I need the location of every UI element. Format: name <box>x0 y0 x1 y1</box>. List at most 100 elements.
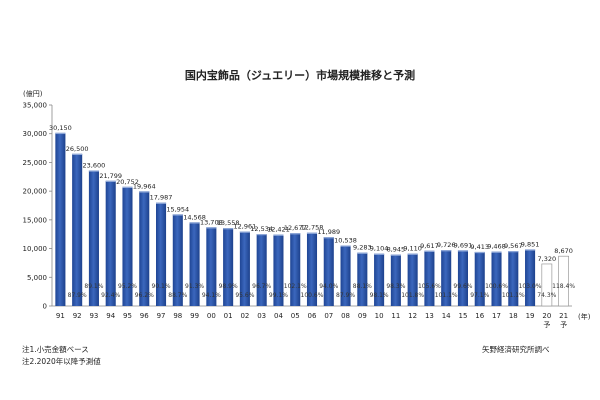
bar <box>357 252 368 306</box>
growth-label: 89.1% <box>84 283 103 290</box>
x-tick-label: 14 <box>442 312 451 320</box>
x-tick-label: 08 <box>341 312 350 320</box>
value-label: 17,987 <box>150 194 173 202</box>
x-tick-label: 19 <box>526 312 535 320</box>
forecast-bar <box>558 255 569 307</box>
value-label: 10,538 <box>334 236 357 244</box>
x-tick-label: 04 <box>274 312 283 320</box>
x-tick-label: 06 <box>308 312 317 320</box>
value-label: 7,320 <box>538 255 557 263</box>
x-tick-label: 93 <box>89 312 98 320</box>
value-label: 12,534 <box>250 225 273 233</box>
bar <box>55 132 66 306</box>
growth-label: 101.8% <box>401 292 424 299</box>
bar-top-highlight <box>374 253 385 255</box>
x-tick-label: 98 <box>173 312 182 320</box>
growth-label: 99.1% <box>269 292 288 299</box>
y-tick-label: 20,000 <box>23 188 48 196</box>
x-tick-label: 92 <box>73 312 82 320</box>
value-label: 19,964 <box>133 182 156 190</box>
bar <box>374 253 385 306</box>
x-axis-unit: (年) <box>578 312 591 321</box>
bar-top-highlight <box>189 222 200 224</box>
growth-label: 95.6% <box>235 292 254 299</box>
bar <box>508 251 519 306</box>
bar-top-highlight <box>273 234 284 236</box>
bar-top-highlight <box>156 202 167 204</box>
note-1: 注1.小売金額ベース <box>22 345 89 354</box>
value-label: 9,726 <box>437 241 456 249</box>
x-tick-label: 13 <box>425 312 434 320</box>
value-label: 9,617 <box>420 242 439 250</box>
value-label: 13,708 <box>200 218 223 226</box>
growth-label: 92.4% <box>101 292 120 299</box>
bar-top-highlight <box>474 251 485 254</box>
growth-label: 102.1% <box>284 283 307 290</box>
x-tick-label: 16 <box>475 312 484 320</box>
bar <box>256 234 267 306</box>
growth-label: 94.1% <box>202 292 221 299</box>
bar <box>290 233 301 306</box>
y-tick-label: 10,000 <box>23 245 48 253</box>
bar <box>223 228 234 306</box>
source-note: 矢野経済研究所調べ <box>482 345 550 354</box>
bar-top-highlight <box>55 132 66 135</box>
x-tick-label: 17 <box>492 312 501 320</box>
x-tick-label: 21 予 <box>559 312 568 329</box>
bar <box>122 186 133 306</box>
bar <box>156 202 167 306</box>
value-label: 9,567 <box>504 242 523 250</box>
bar <box>306 232 318 306</box>
x-tick-label: 00 <box>207 312 216 320</box>
x-tick-label: 09 <box>358 312 367 320</box>
growth-label: 87.9% <box>68 292 87 299</box>
bar <box>239 231 250 306</box>
bar-top-highlight <box>88 170 99 172</box>
growth-label: 94.0% <box>319 283 338 290</box>
value-label: 30,150 <box>49 124 72 132</box>
growth-label: 74.3% <box>537 292 556 299</box>
bar <box>525 249 536 306</box>
bar <box>189 222 200 306</box>
bar-top-highlight <box>172 214 183 216</box>
growth-label: 96.2% <box>135 292 154 299</box>
bar <box>407 253 418 306</box>
x-tick-label: 12 <box>408 312 417 320</box>
y-tick-label: 0 <box>43 303 47 311</box>
value-label: 21,799 <box>99 172 122 180</box>
value-label: 12,421 <box>267 226 290 234</box>
x-tick-label: 91 <box>56 312 65 320</box>
y-tick-label: 5,000 <box>27 274 47 282</box>
bar-top-highlight <box>441 250 452 252</box>
value-label: 9,691 <box>454 241 473 249</box>
growth-label: 101.1% <box>502 292 525 299</box>
growth-label: 98.1% <box>370 292 389 299</box>
bar <box>441 250 452 306</box>
chart-title: 国内宝飾品（ジュエリー）市場規模推移と予測 <box>185 68 415 82</box>
value-label: 12,677 <box>284 224 307 232</box>
x-tick-label: 15 <box>459 312 468 320</box>
bar <box>340 245 351 306</box>
y-axis: 0 5,000 10,000 15,000 20,000 25,000 30,000 35,0… <box>23 102 572 311</box>
x-tick-label: 03 <box>257 312 266 320</box>
value-label: 8,670 <box>554 247 573 255</box>
growth-label: 91.3% <box>185 283 204 290</box>
bar <box>474 251 485 306</box>
growth-label: 87.9% <box>336 292 355 299</box>
growth-label: 99.6% <box>453 283 472 290</box>
growth-label: 101.1% <box>435 292 458 299</box>
x-tick-label: 20 予 <box>542 312 551 329</box>
bar <box>206 227 217 306</box>
bar <box>424 250 435 306</box>
x-tick-label: 95 <box>123 312 132 320</box>
x-tick-label: 05 <box>291 312 300 320</box>
y-tick-label: 15,000 <box>23 216 48 224</box>
value-label: 11,989 <box>317 228 340 236</box>
value-label: 14,568 <box>183 213 206 221</box>
y-tick-label: 25,000 <box>23 159 48 167</box>
growth-label: 100.6% <box>485 283 508 290</box>
value-label: 9,110 <box>403 245 422 253</box>
note-2: 注2.2020年以降予測値 <box>22 357 101 366</box>
bar-top-highlight <box>357 252 368 254</box>
